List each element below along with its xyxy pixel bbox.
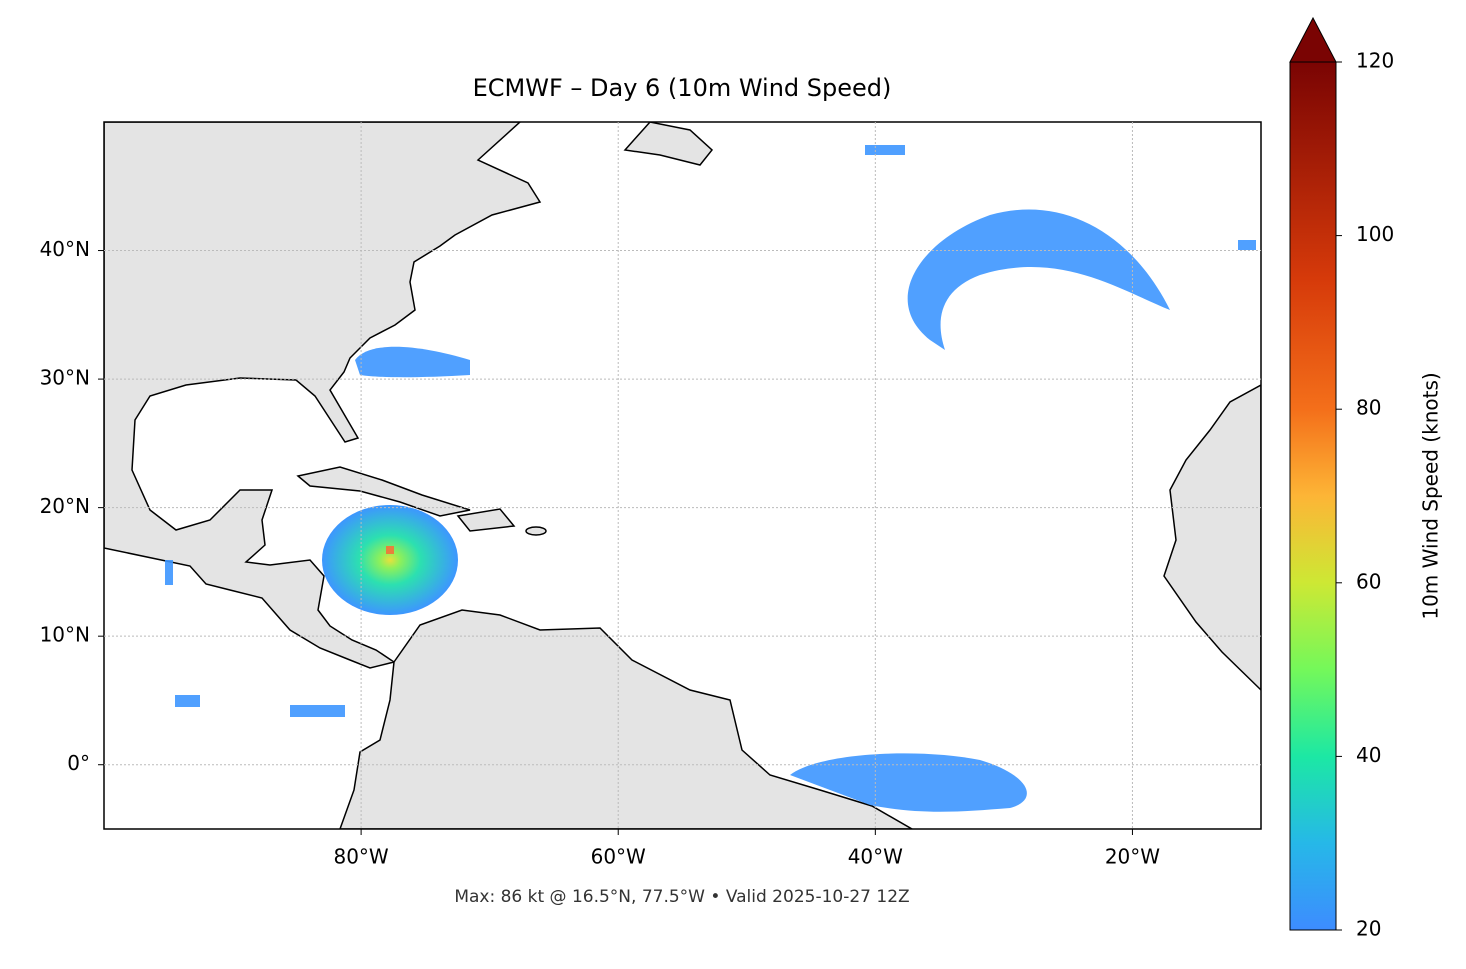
x-tick-label: 60°W [591,845,646,869]
footnote: Max: 86 kt @ 16.5°N, 77.5°W • Valid 2025… [454,887,909,907]
north-america [104,122,542,669]
wind-area [322,505,458,615]
colorbar-tick-label: 60 [1356,569,1381,593]
colorbar-label: 10m Wind Speed (knots) [1419,372,1443,619]
plot-frame [103,121,1262,830]
colorbar [1289,61,1337,931]
wind-area [175,695,200,707]
wind-area [907,209,1170,350]
colorbar-extend [1289,16,1337,63]
colorbar-tick-label: 80 [1356,396,1381,420]
puerto-rico [525,526,547,536]
y-tick-label: 0° [67,751,90,775]
wind-area [355,346,470,378]
south-america [339,609,914,829]
wind-area [165,560,173,585]
y-tick-label: 30°N [40,366,90,390]
hispaniola [456,508,516,532]
africa [1163,384,1261,692]
wind-max [386,546,394,554]
y-tick-label: 20°N [40,494,90,518]
colorbar-tick-label: 40 [1356,743,1381,767]
y-tick-label: 40°N [40,237,90,261]
x-tick-label: 40°W [848,845,903,869]
colorbar-tick-label: 20 [1356,917,1381,941]
wind-area [865,145,905,155]
newfoundland [623,122,714,166]
wind-area [290,705,345,717]
x-tick-label: 20°W [1105,845,1160,869]
colorbar-tick-label: 120 [1356,49,1394,73]
map [104,122,1261,829]
wind-area [1238,240,1256,250]
colorbar-tick-label: 100 [1356,222,1394,246]
wind-area [790,753,1027,812]
y-tick-label: 10°N [40,623,90,647]
cuba [296,466,471,517]
x-tick-label: 80°W [333,845,388,869]
chart-title: ECMWF – Day 6 (10m Wind Speed) [473,74,892,102]
